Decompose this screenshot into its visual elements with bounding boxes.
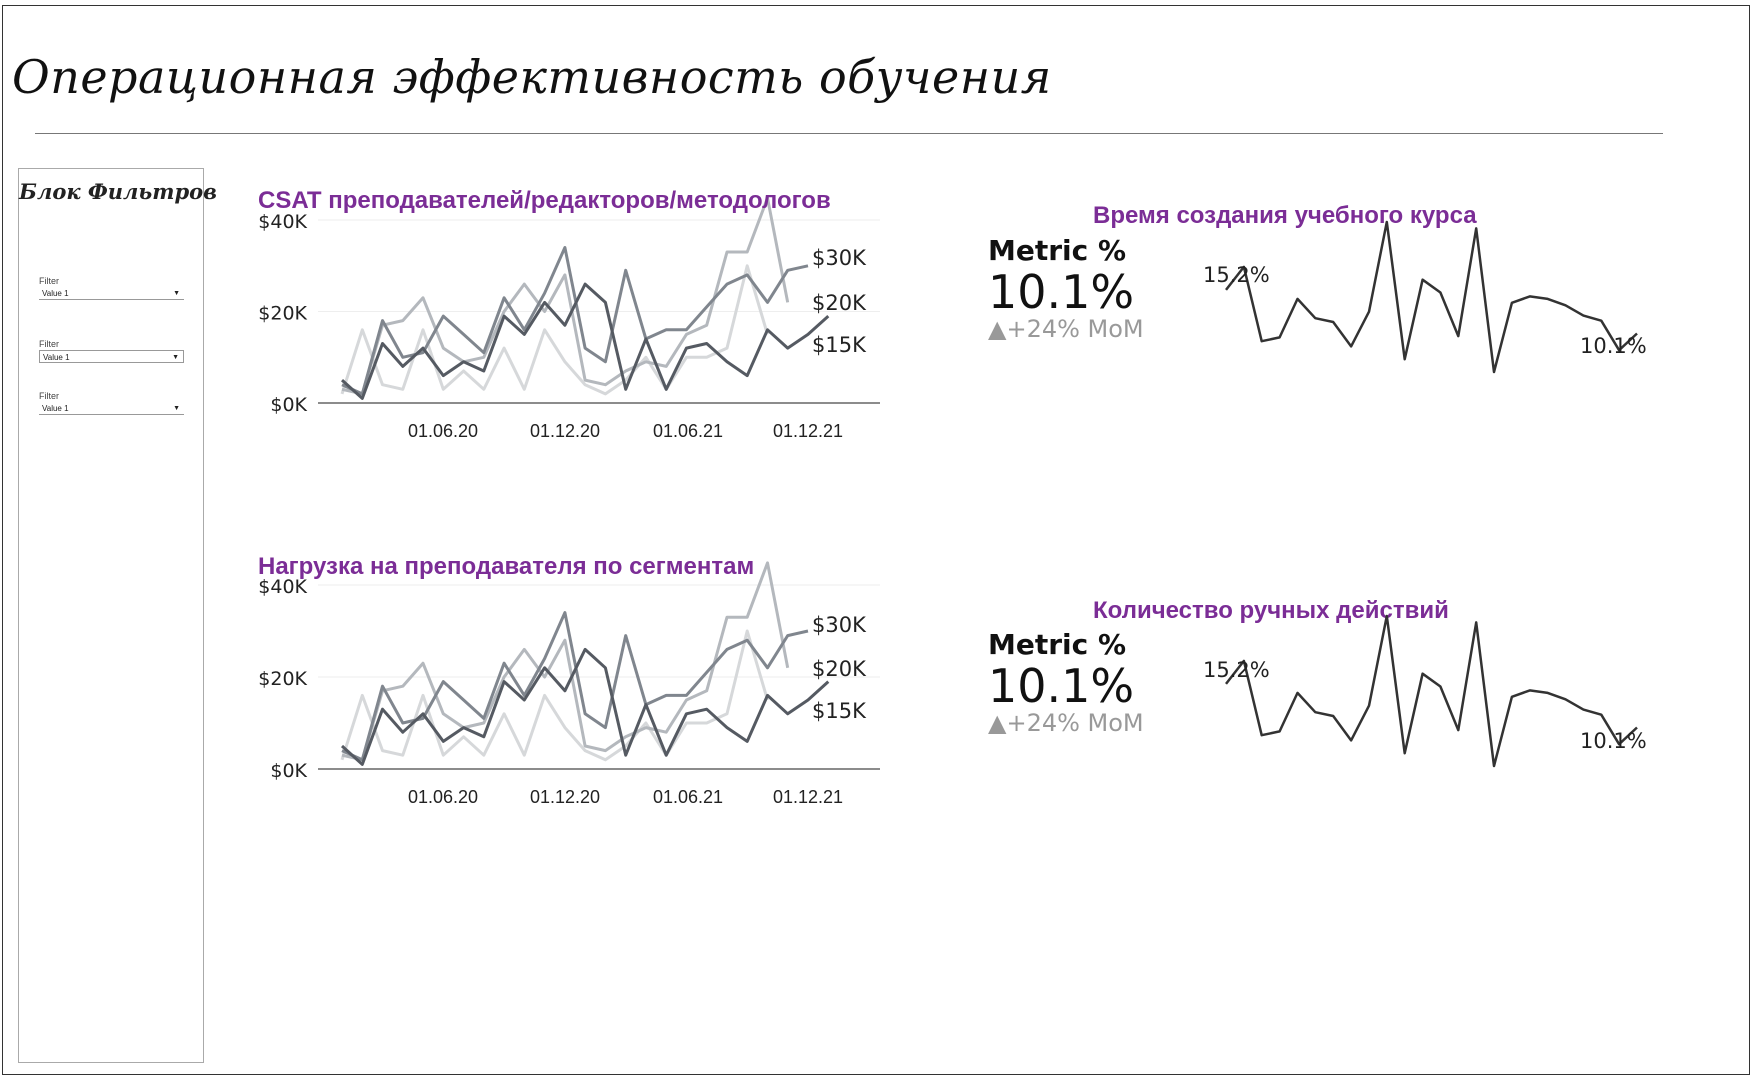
- kpi-label: Metric %: [988, 234, 1127, 267]
- filter-2: Filter Value 1 ▼: [39, 339, 184, 363]
- y-tick-label: $0K: [270, 394, 307, 416]
- sparkline-end-label: 10.1%: [1580, 334, 1647, 358]
- x-tick-label: 01.06.21: [653, 421, 723, 441]
- chart-title-course-time: Время создания учебного курса: [1093, 202, 1477, 229]
- series-line: [341, 246, 809, 396]
- page-title: Операционная эффективность обучения: [12, 50, 1052, 104]
- kpi-course-time: Metric % 10.1% ▲+24% MoM: [988, 234, 1144, 343]
- kpi-delta: ▲+24% MoM: [988, 709, 1144, 737]
- end-value-label: $30K: [812, 246, 867, 270]
- sparkline-line: [1225, 614, 1638, 768]
- filter-dropdown[interactable]: Value 1 ▼: [39, 350, 184, 363]
- sparkline-start-label: 15.2%: [1203, 263, 1270, 287]
- x-tick-label: 01.12.20: [530, 787, 600, 807]
- series-line: [340, 282, 830, 400]
- filter-label: Filter: [39, 391, 59, 401]
- filter-dropdown[interactable]: Value 1 ▼: [39, 402, 184, 415]
- filter-1: Filter Value 1 ▼: [39, 276, 184, 300]
- filter-panel-title: Блок Фильтров: [19, 179, 217, 204]
- kpi-value: 10.1%: [988, 265, 1135, 319]
- chevron-down-icon: ▼: [173, 405, 180, 412]
- end-value-label: $15K: [812, 333, 867, 357]
- series-line: [340, 629, 769, 762]
- x-tick-label: 01.12.21: [773, 421, 843, 441]
- chevron-down-icon: ▼: [172, 354, 179, 361]
- filter-panel: Блок Фильтров Filter Value 1 ▼ Filter Va…: [18, 168, 217, 1063]
- kpi-manual-actions: Metric % 10.1% ▲+24% MoM: [988, 628, 1144, 737]
- y-tick-label: $40K: [258, 211, 307, 233]
- y-tick-label: $20K: [258, 668, 307, 690]
- kpi-value: 10.1%: [988, 659, 1135, 713]
- end-value-label: $30K: [812, 613, 867, 637]
- dashboard-frame: [2, 5, 1750, 1075]
- end-value-label: $20K: [812, 291, 867, 315]
- filter-value: Value 1: [42, 404, 69, 413]
- filter-value: Value 1: [43, 353, 70, 362]
- y-tick-label: $20K: [258, 303, 307, 325]
- end-value-label: $20K: [812, 657, 867, 681]
- y-tick-label: $40K: [258, 576, 307, 598]
- filter-value: Value 1: [42, 289, 69, 298]
- chart-title-manual-actions: Количество ручных действий: [1093, 597, 1449, 624]
- x-tick-label: 01.06.21: [653, 787, 723, 807]
- x-tick-label: 01.06.20: [408, 421, 478, 441]
- end-value-label: $15K: [812, 699, 867, 723]
- series-line: [340, 264, 769, 396]
- kpi-delta: ▲+24% MoM: [988, 315, 1144, 343]
- sparkline-end-label: 10.1%: [1580, 729, 1647, 753]
- filter-dropdown[interactable]: Value 1 ▼: [39, 287, 184, 300]
- chevron-down-icon: ▼: [173, 290, 180, 297]
- chart-title-load: Нагрузка на преподавателя по сегментам: [258, 553, 755, 580]
- x-tick-label: 01.12.20: [530, 421, 600, 441]
- x-tick-label: 01.06.20: [408, 787, 478, 807]
- kpi-label: Metric %: [988, 628, 1127, 661]
- title-divider: [35, 133, 1663, 134]
- chart-title-csat: CSAT преподавателей/редакторов/методолог…: [258, 187, 831, 214]
- y-tick-label: $0K: [270, 760, 307, 782]
- filter-label: Filter: [39, 339, 59, 349]
- filter-3: Filter Value 1 ▼: [39, 391, 184, 415]
- filter-label: Filter: [39, 276, 59, 286]
- series-line: [340, 647, 830, 766]
- series-line: [341, 611, 809, 762]
- x-tick-label: 01.12.21: [773, 787, 843, 807]
- sparkline-line: [1225, 220, 1638, 374]
- sparkline-start-label: 15.2%: [1203, 658, 1270, 682]
